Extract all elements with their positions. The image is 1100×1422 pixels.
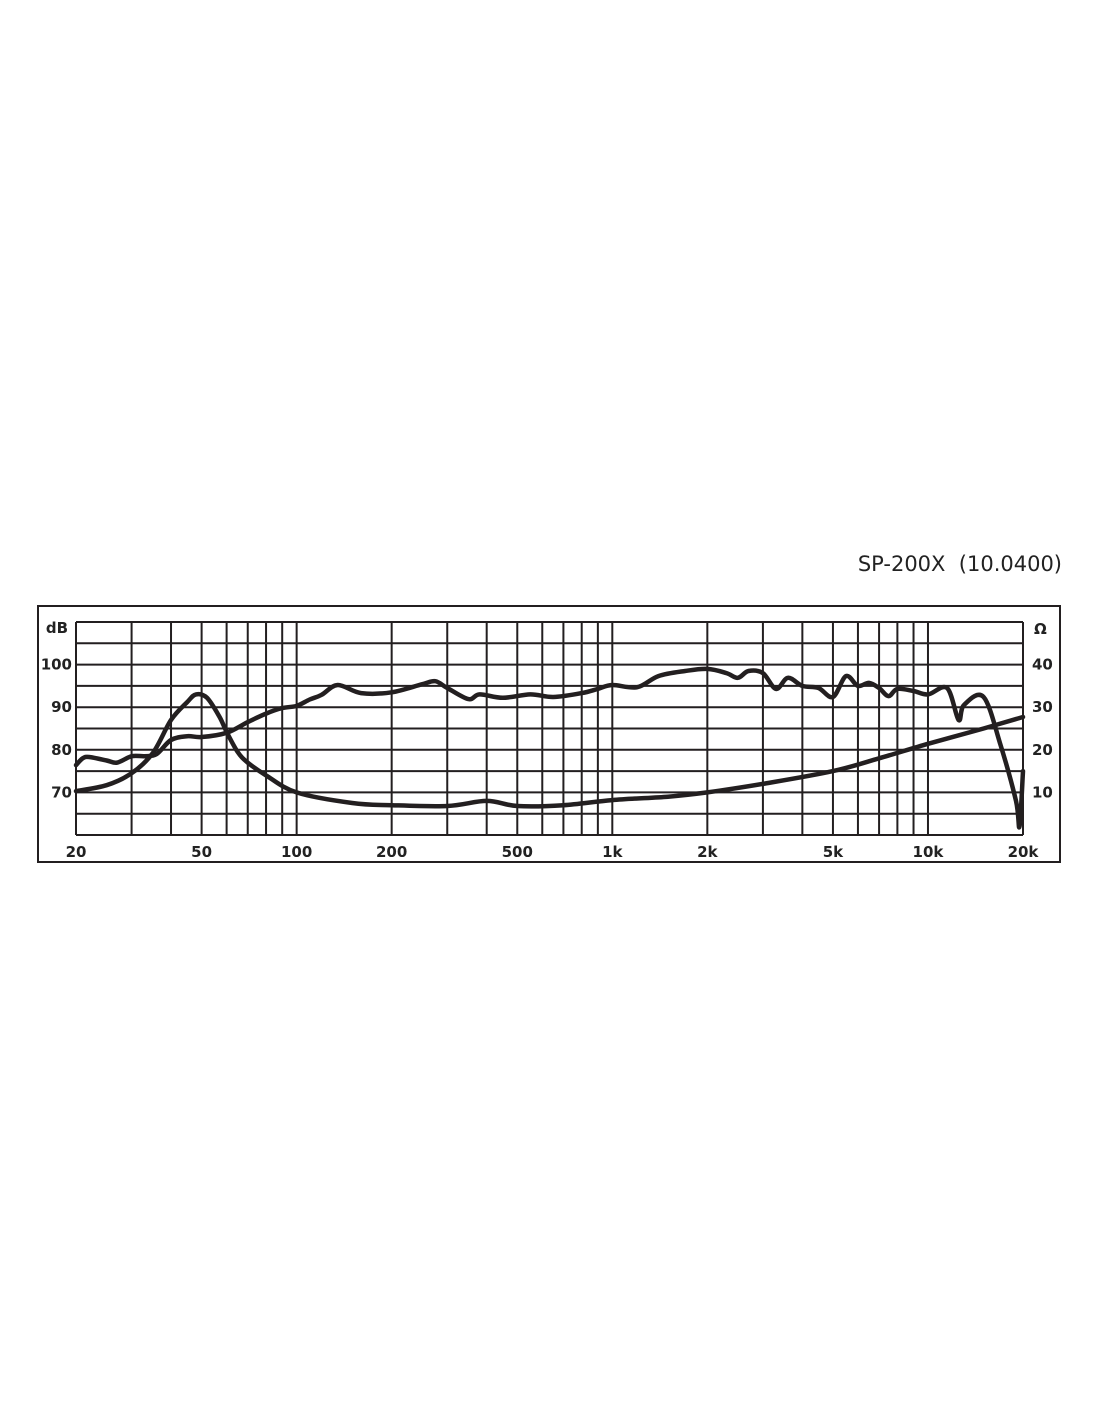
y2-axis-label: Ω	[1034, 620, 1047, 638]
y2-tick-label: 20	[1032, 741, 1053, 759]
chart-frame	[37, 605, 1061, 863]
y2-tick-label: 10	[1032, 783, 1053, 801]
y-tick-label: 100	[41, 656, 72, 674]
spl-curve	[73, 666, 1026, 830]
y2-tick-label: 40	[1032, 656, 1053, 674]
x-tick-label: 200	[376, 843, 407, 861]
y-axis-label: dB	[46, 619, 68, 637]
impedance-curve	[73, 691, 1026, 809]
x-tick-label: 100	[281, 843, 312, 861]
x-tick-label: 1k	[602, 843, 623, 861]
y-tick-label: 80	[51, 741, 72, 759]
x-tick-label: 500	[502, 843, 533, 861]
x-tick-label: 10k	[913, 843, 945, 861]
x-tick-label: 5k	[823, 843, 844, 861]
chart-title: SP-200X (10.0400)	[857, 552, 1062, 576]
y2-tick-label: 30	[1032, 698, 1053, 716]
y-tick-label: 90	[51, 698, 72, 716]
x-tick-label: 50	[191, 843, 212, 861]
x-tick-label: 20	[66, 843, 87, 861]
y-tick-label: 70	[51, 783, 72, 801]
x-tick-label: 2k	[697, 843, 718, 861]
x-tick-label: 20k	[1008, 843, 1040, 861]
